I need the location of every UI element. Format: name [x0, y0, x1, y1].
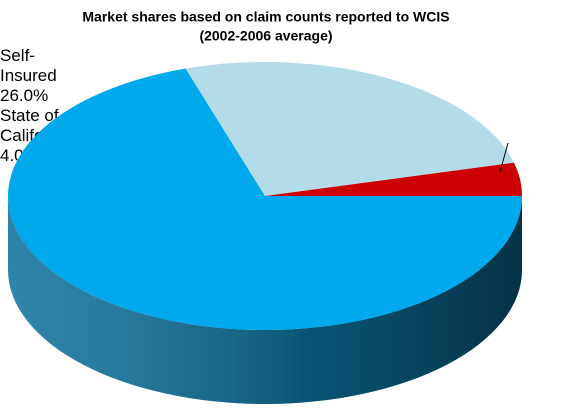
chart-subtitle: (2002-2006 average)	[199, 28, 332, 44]
pie-side-shade	[8, 196, 522, 404]
pie-slice	[7, 68, 522, 331]
leader-line	[499, 142, 509, 173]
slice-value-label: 70.0%	[0, 23, 57, 45]
slice-value-label: 26.0%	[0, 86, 49, 105]
slice-label: Self-Insured 26.0%	[0, 46, 90, 106]
slice-name: Insured	[0, 0, 67, 22]
pie-slice	[185, 61, 514, 196]
slice-name: Self-Insured	[0, 46, 57, 85]
chart-title: Market shares based on claim counts repo…	[82, 9, 449, 25]
pie-slice	[265, 162, 522, 196]
slice-label: Insured 70.0%	[0, 0, 120, 46]
